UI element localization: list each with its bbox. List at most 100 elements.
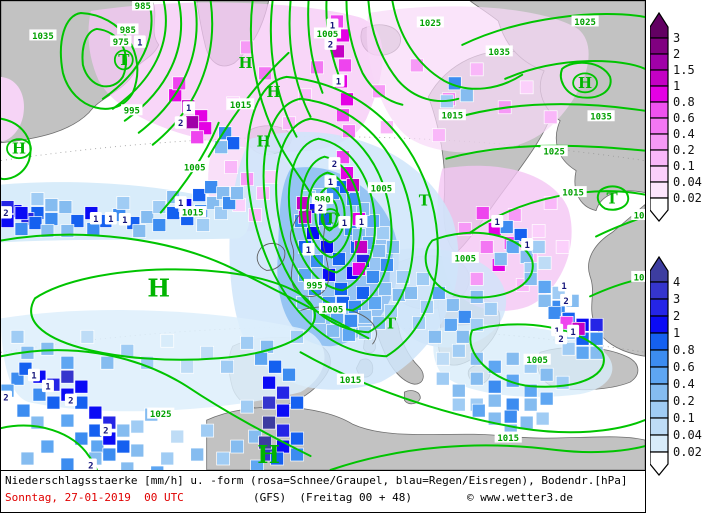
svg-text:1: 1 <box>186 104 191 114</box>
svg-text:1: 1 <box>330 21 335 31</box>
svg-text:H: H <box>12 140 26 158</box>
legend-tick-label: 3 <box>673 31 680 45</box>
svg-text:T: T <box>606 190 617 208</box>
legend-rain-svg: 4 3 2 1 0.8 0.6 0.4 0.2 0.1 0.04 0.02 <box>649 255 702 476</box>
legend-tick-label: 0.02 <box>673 445 702 459</box>
caption-credit: © www.wetter3.de <box>467 491 573 504</box>
svg-text:1: 1 <box>137 38 142 48</box>
svg-text:980: 980 <box>314 196 330 206</box>
legend-tick-label: 1.5 <box>673 63 695 77</box>
svg-text:1005: 1005 <box>454 254 476 264</box>
svg-text:1035: 1035 <box>488 48 510 58</box>
legend-snow-svg: 3 2 1.5 1 0.8 0.6 0.4 0.2 0.1 0.04 0.02 <box>649 11 702 222</box>
svg-text:1005: 1005 <box>322 305 344 315</box>
svg-text:975: 975 <box>113 38 129 48</box>
svg-text:2: 2 <box>178 119 183 129</box>
svg-text:1: 1 <box>570 328 575 338</box>
svg-text:1005: 1005 <box>184 164 206 174</box>
svg-text:1: 1 <box>336 77 341 87</box>
legend-cell <box>649 417 669 436</box>
legend-tick-label: 0.2 <box>673 394 695 408</box>
svg-text:H: H <box>257 441 280 469</box>
legend-cell <box>649 165 669 183</box>
legend-rain-scale: 4 3 2 1 0.8 0.6 0.4 0.2 0.1 0.04 0.02 <box>649 255 704 484</box>
legend-cell <box>649 101 669 119</box>
legend-snow-scale: 3 2 1.5 1 0.8 0.6 0.4 0.2 0.1 0.04 0.02 <box>649 11 704 230</box>
svg-text:2: 2 <box>563 297 568 307</box>
legend-tick-label: 0.02 <box>673 191 702 205</box>
svg-text:985: 985 <box>135 2 151 12</box>
legend-tick-label: 0.1 <box>673 159 695 173</box>
caption-title: Niederschlagsstaerke [mm/h] u. -form (ro… <box>5 474 628 487</box>
snow-area-northeast <box>366 6 589 153</box>
svg-text:995: 995 <box>124 107 140 117</box>
svg-text:1015: 1015 <box>182 209 204 219</box>
legend-cell <box>649 400 669 419</box>
svg-text:H: H <box>147 274 170 302</box>
legend-cell <box>649 298 669 317</box>
legend-tick-label: 0.04 <box>673 428 702 442</box>
legend-tick-label: 0.2 <box>673 143 695 157</box>
svg-text:1: 1 <box>306 246 311 256</box>
legend-tick-label: 0.8 <box>673 95 695 109</box>
legend-tick-label: 0.6 <box>673 111 695 125</box>
legend-tick-label: 4 <box>673 275 680 289</box>
legend-cell <box>649 349 669 368</box>
svg-text:1: 1 <box>524 241 529 251</box>
legend-tick-label: 3 <box>673 292 680 306</box>
legend-cell <box>649 434 669 453</box>
svg-text:T: T <box>325 210 336 228</box>
caption-bar: Niederschlagsstaerke [mm/h] u. -form (ro… <box>0 470 646 513</box>
legend-tick-label: 0.4 <box>673 127 695 141</box>
legend-cell <box>649 117 669 135</box>
svg-text:2: 2 <box>328 40 333 50</box>
svg-text:H: H <box>578 74 592 92</box>
svg-text:2: 2 <box>3 209 8 219</box>
svg-text:1015: 1015 <box>497 434 519 444</box>
svg-text:1005: 1005 <box>371 185 393 195</box>
svg-text:1: 1 <box>45 383 50 393</box>
svg-text:1: 1 <box>342 219 347 229</box>
svg-text:995: 995 <box>306 281 322 291</box>
legend-tick-label: 2 <box>673 47 680 61</box>
svg-text:T: T <box>419 192 430 210</box>
legend-tick-label: 2 <box>673 309 680 323</box>
legend-arrow-down <box>649 197 669 222</box>
caption-datetime: Sonntag, 27-01-2019 00 UTC <box>5 491 184 504</box>
svg-text:1: 1 <box>178 199 183 209</box>
svg-text:1035: 1035 <box>32 32 54 42</box>
svg-text:H: H <box>257 133 271 151</box>
svg-text:1025: 1025 <box>420 19 442 29</box>
svg-text:H: H <box>266 83 280 101</box>
svg-text:2: 2 <box>318 204 323 214</box>
svg-text:1035: 1035 <box>590 113 612 123</box>
legend-cell <box>649 69 669 87</box>
svg-text:1: 1 <box>93 215 98 225</box>
svg-text:2: 2 <box>68 397 73 407</box>
svg-text:1015: 1015 <box>562 189 584 199</box>
legend-arrow-down <box>649 451 669 476</box>
svg-text:1015: 1015 <box>441 112 463 122</box>
svg-text:2: 2 <box>88 462 93 470</box>
legend-cell <box>649 53 669 71</box>
svg-text:1015: 1015 <box>230 101 252 111</box>
coast-brittany-france <box>300 306 377 345</box>
svg-text:1: 1 <box>554 327 559 337</box>
svg-text:T: T <box>118 51 129 69</box>
svg-text:10: 10 <box>634 212 645 222</box>
legend-tick-label: 1 <box>673 79 680 93</box>
svg-text:1: 1 <box>31 372 36 382</box>
legend-cell <box>649 281 669 300</box>
svg-text:2: 2 <box>332 160 337 170</box>
legend-cell <box>649 133 669 151</box>
legend-tick-label: 0.04 <box>673 175 702 189</box>
weather-map: 1035 985 985 975 995 1015 1005 1025 1025 1035 1035… <box>1 1 645 470</box>
svg-text:1: 1 <box>495 218 500 228</box>
svg-text:1: 1 <box>561 282 566 292</box>
svg-text:985: 985 <box>120 26 136 36</box>
svg-text:1025: 1025 <box>543 148 565 158</box>
svg-text:2: 2 <box>3 394 8 404</box>
